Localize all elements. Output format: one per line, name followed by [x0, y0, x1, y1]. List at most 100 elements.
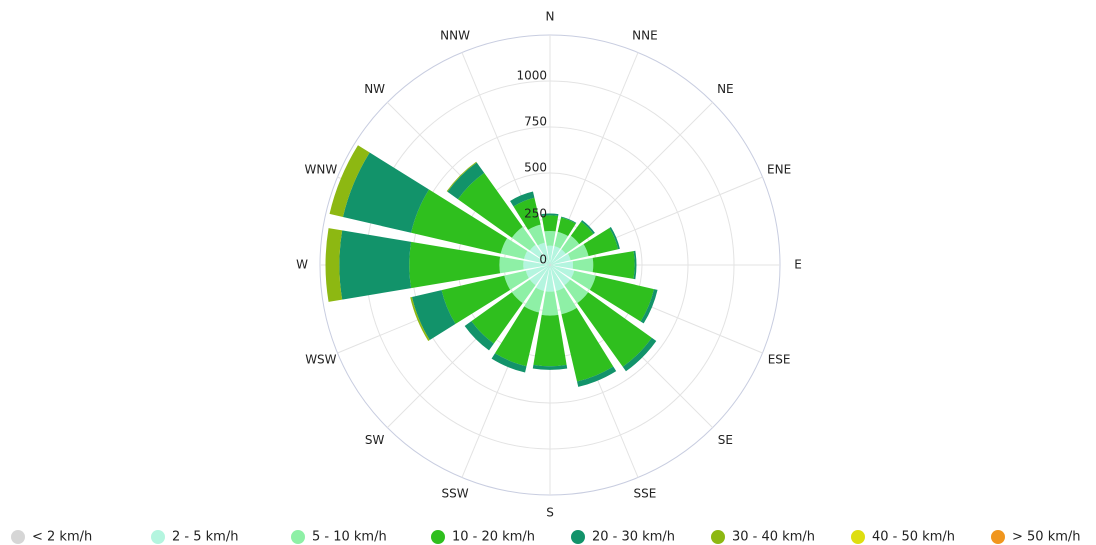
wind-segment: [592, 251, 635, 279]
direction-label: SSW: [442, 487, 469, 501]
legend-symbol: [851, 530, 865, 544]
legend-label: 10 - 20 km/h: [452, 530, 535, 545]
wind-segment: [549, 264, 550, 265]
direction-label: SW: [365, 433, 385, 447]
legend-symbol: [291, 530, 305, 544]
wind-segment: [550, 261, 573, 269]
wind-segment: [541, 213, 559, 216]
wind-segment: [523, 260, 550, 270]
wind-segment: [464, 321, 494, 351]
wind-segment: [342, 152, 430, 233]
wind-segment: [541, 291, 559, 316]
legend-label: 20 - 30 km/h: [592, 530, 675, 545]
direction-label: S: [546, 506, 554, 520]
wind-segment: [504, 270, 529, 290]
wind-segment: [499, 256, 524, 274]
wind-segment: [529, 244, 550, 265]
direction-label: SSE: [633, 487, 656, 501]
wind-segment: [339, 230, 412, 300]
direction-label: SE: [718, 433, 733, 447]
wind-segment: [571, 270, 596, 290]
direction-label: N: [546, 10, 555, 24]
legend-symbol: [711, 530, 725, 544]
wind-segment: [583, 227, 619, 257]
wind-segment: [491, 353, 527, 373]
radial-tick-label: 750: [524, 115, 547, 129]
direction-label: NW: [364, 82, 385, 96]
wind-segment: [325, 228, 343, 302]
direction-label: NNW: [440, 28, 470, 42]
wind-segment: [471, 292, 523, 344]
wind-segment: [567, 244, 589, 261]
wind-segment: [577, 366, 617, 387]
wind-segment: [554, 231, 569, 249]
radial-tick-label: 250: [524, 207, 547, 221]
wind-segment: [494, 306, 539, 367]
wind-segment: [329, 145, 370, 218]
wind-segment: [550, 249, 566, 265]
wind-segment: [550, 265, 565, 291]
wind-segment: [544, 230, 556, 246]
wind-segment: [447, 162, 485, 200]
radial-tick-label: 500: [524, 161, 547, 175]
legend-symbol: [11, 530, 25, 544]
wind-segment: [524, 250, 550, 265]
wind-segment: [511, 226, 536, 251]
wind-segment: [457, 172, 523, 238]
direction-label: NE: [717, 82, 734, 96]
wind-segment: [409, 241, 501, 289]
wind-segment: [510, 191, 535, 207]
direction-label: ESE: [768, 352, 791, 366]
wind-segment: [513, 197, 541, 230]
legend-symbol: [151, 530, 165, 544]
direction-label: WSW: [305, 352, 336, 366]
legend-symbol: [991, 530, 1005, 544]
wind-segment: [528, 224, 545, 246]
wind-segment: [557, 217, 576, 237]
wind-segment: [589, 275, 654, 322]
wind-segment: [511, 279, 536, 304]
wind-segment: [550, 253, 571, 265]
wind-segment: [500, 238, 528, 259]
wind-segment: [533, 314, 567, 367]
wind-segment: [622, 337, 657, 372]
wind-segment: [570, 221, 594, 245]
wind-segment: [441, 275, 511, 324]
direction-label: E: [794, 258, 802, 272]
wind-segment: [550, 265, 571, 286]
wind-segment: [564, 279, 589, 304]
wind-segment: [550, 265, 575, 279]
wind-segment: [572, 257, 594, 273]
wind-segment: [525, 265, 550, 279]
radial-tick-label: 0: [539, 253, 547, 267]
wind-segment: [546, 245, 554, 265]
legend-label: 2 - 5 km/h: [172, 530, 238, 545]
wind-segment: [535, 265, 550, 291]
wind-segment: [561, 307, 614, 382]
wind-segment: [633, 250, 637, 280]
wind-segment: [550, 265, 551, 266]
wind-segment: [640, 289, 658, 324]
wind-segment: [529, 265, 550, 286]
wind-segment: [411, 189, 508, 254]
wind-segment: [532, 364, 568, 370]
wind-segment: [410, 296, 430, 341]
legend-symbol: [571, 530, 585, 544]
legend-label: 40 - 50 km/h: [872, 530, 955, 545]
direction-label: W: [296, 258, 308, 272]
legend-label: 30 - 40 km/h: [732, 530, 815, 545]
wind-segment: [561, 216, 577, 224]
wind-segment: [549, 265, 550, 266]
wind-segment: [556, 287, 577, 315]
wind-segment: [550, 246, 561, 265]
legend-symbol: [431, 530, 445, 544]
wind-segment: [524, 287, 544, 313]
wind-segment: [577, 292, 652, 367]
wind-segment: [561, 235, 580, 254]
direction-label: NNE: [632, 28, 658, 42]
legend-label: > 50 km/h: [1012, 530, 1081, 545]
wind-segment: [537, 242, 550, 265]
direction-label: ENE: [767, 163, 791, 177]
wind-segment: [609, 227, 620, 250]
